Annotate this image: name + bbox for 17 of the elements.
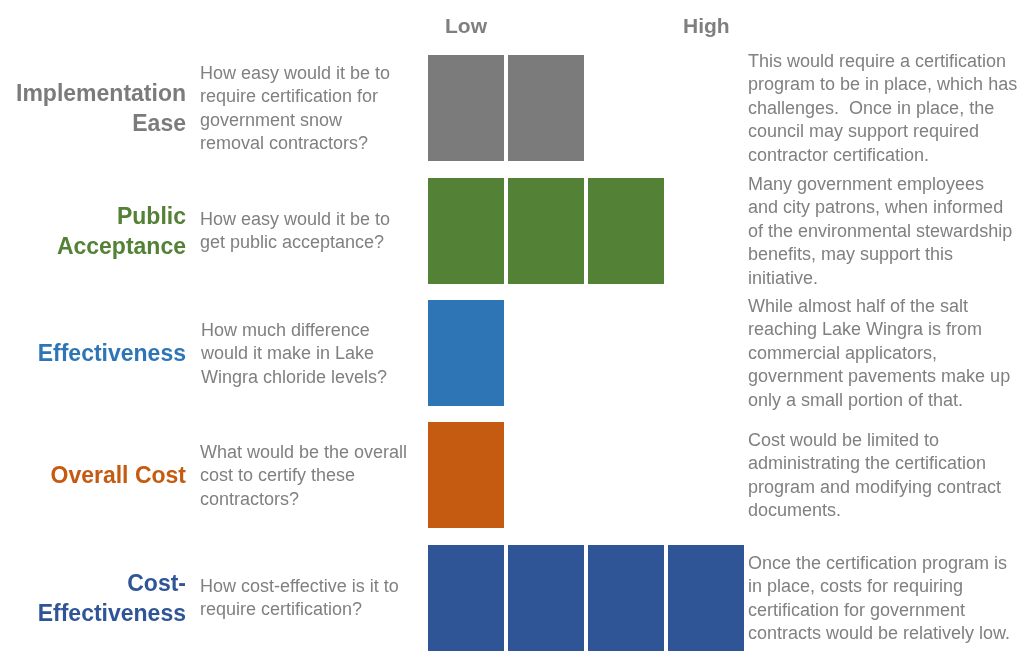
text: Cost would be limited to administrating the certification program and modifying contract documents. (748, 430, 1002, 521)
text: How cost-effective is it to require certification? (200, 576, 399, 620)
y-tick-label: Public Acceptance (56, 202, 187, 259)
y-tick-label: Implementation Ease (16, 80, 186, 137)
text: High (683, 14, 730, 37)
y-tick-label: Effectiveness (37, 340, 186, 367)
text: Many government employees and city patrons, when informed of the environmental stewardship benefits, may support this initiative. (748, 174, 1013, 288)
y-tick-label: Cost-Effectiveness (37, 569, 186, 626)
text: What would be the overall cost to certify these contractors? (200, 442, 408, 509)
text: This would require a certification program to be in place, which has challenges. Once in place, the council may support required contractor certification. (748, 51, 1018, 165)
text: Low (445, 14, 488, 37)
text: How easy would it be to require certification for government snow removal contractors? (200, 63, 391, 154)
text: While almost half of the salt reaching Lake Wingra is from commercial applicators, government pavements make up only a small portion of that. (748, 296, 1011, 410)
text: How much difference would it make in Lake Wingra chloride levels? (200, 320, 388, 387)
text: Once the certification program is in place, costs for requiring certification for government contracts would be relatively low. (748, 553, 1011, 644)
text: How easy would it be to get public acceptance? (200, 209, 391, 253)
y-tick-label: Overall Cost (50, 462, 187, 489)
